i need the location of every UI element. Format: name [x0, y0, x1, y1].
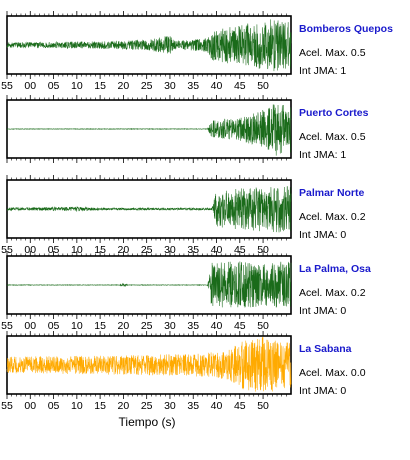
x-tick-labels: 55 00 05 10 15 20 25 30 35 40 45 50	[1, 80, 269, 92]
x-tick-label: 30	[164, 320, 176, 332]
panel-frame	[6, 15, 292, 75]
x-ticks	[6, 11, 287, 79]
x-tick-label: 20	[118, 80, 130, 92]
x-tick-labels: 55 00 05 10 15 20 25 30 35 40 45 50	[1, 320, 269, 332]
station-name: La Sabana	[299, 343, 352, 355]
panel-frame	[6, 179, 292, 239]
x-tick-label: 00	[24, 244, 36, 256]
x-tick-label: 25	[141, 320, 153, 332]
x-tick-label: 00	[24, 80, 36, 92]
x-tick-label: 10	[71, 400, 83, 412]
x-tick-label: 10	[71, 244, 83, 256]
int-jma-label: Int JMA: 0	[299, 305, 346, 317]
x-tick-label: 35	[187, 80, 199, 92]
x-tick-labels: 55 00 05 10 15 20 25 30 35 40 45 50	[1, 400, 269, 412]
x-tick-label: 25	[141, 244, 153, 256]
x-tick-label: 55	[1, 400, 13, 412]
x-tick-label: 45	[234, 244, 246, 256]
waveform-trace	[6, 186, 292, 233]
acel-max-label: Acel. Max. 0.5	[299, 47, 366, 59]
x-tick-label: 50	[257, 400, 269, 412]
x-tick-label: 20	[118, 320, 130, 332]
x-tick-label: 45	[234, 80, 246, 92]
int-jma-label: Int JMA: 1	[299, 149, 346, 161]
acel-max-label: Acel. Max. 0.2	[299, 287, 366, 299]
x-tick-label: 35	[187, 400, 199, 412]
x-tick-label: 15	[94, 80, 106, 92]
x-ticks	[6, 251, 287, 319]
x-ticks	[6, 175, 287, 243]
station-panel: Bomberos Quepos Acel. Max. 0.5 Int JMA: 1 5…	[1, 11, 393, 92]
int-jma-label: Int JMA: 1	[299, 65, 346, 77]
x-tick-label: 30	[164, 244, 176, 256]
station-name: La Palma, Osa	[299, 263, 371, 275]
x-tick-label: 50	[257, 244, 269, 256]
waveform-trace	[6, 104, 292, 156]
x-tick-label: 40	[211, 80, 223, 92]
x-tick-label: 35	[187, 320, 199, 332]
x-tick-label: 20	[118, 244, 130, 256]
x-tick-label: 05	[48, 320, 60, 332]
acel-max-label: Acel. Max. 0.2	[299, 211, 366, 223]
panel-frame	[6, 99, 292, 159]
station-name: Puerto Cortes	[299, 107, 369, 119]
x-tick-label: 45	[234, 320, 246, 332]
x-tick-label: 15	[94, 400, 106, 412]
x-tick-label: 55	[1, 80, 13, 92]
x-tick-label: 40	[211, 320, 223, 332]
x-tick-label: 00	[24, 320, 36, 332]
seismogram-panels: Bomberos Quepos Acel. Max. 0.5 Int JMA: 1 5…	[1, 11, 393, 412]
x-tick-label: 30	[164, 80, 176, 92]
x-tick-label: 05	[48, 80, 60, 92]
x-tick-label: 25	[141, 80, 153, 92]
x-tick-label: 05	[48, 400, 60, 412]
x-axis-title: Tiempo (s)	[119, 415, 176, 429]
x-tick-label: 45	[234, 400, 246, 412]
station-name: Palmar Norte	[299, 187, 365, 199]
waveform-trace	[6, 261, 292, 308]
x-tick-label: 50	[257, 80, 269, 92]
x-ticks	[6, 331, 287, 399]
x-tick-label: 15	[94, 320, 106, 332]
x-tick-label: 55	[1, 320, 13, 332]
x-tick-label: 55	[1, 244, 13, 256]
acel-max-label: Acel. Max. 0.0	[299, 367, 366, 379]
x-tick-label: 05	[48, 244, 60, 256]
x-tick-label: 40	[211, 400, 223, 412]
station-panel: La Sabana Acel. Max. 0.0 Int JMA: 0 55 00 05 1…	[1, 331, 366, 412]
x-tick-label: 10	[71, 80, 83, 92]
station-name: Bomberos Quepos	[299, 23, 393, 35]
x-ticks	[6, 95, 287, 163]
waveform-trace	[6, 19, 292, 72]
acel-max-label: Acel. Max. 0.5	[299, 131, 366, 143]
x-tick-label: 15	[94, 244, 106, 256]
x-tick-label: 00	[24, 400, 36, 412]
panel-frame	[6, 255, 292, 315]
x-tick-labels: 55 00 05 10 15 20 25 30 35 40 45 50	[1, 244, 269, 256]
station-panel: Palmar Norte Acel. Max. 0.2 Int JMA: 0 55 00…	[1, 175, 366, 256]
x-tick-label: 30	[164, 400, 176, 412]
x-tick-label: 40	[211, 244, 223, 256]
int-jma-label: Int JMA: 0	[299, 229, 346, 241]
station-panel: La Palma, Osa Acel. Max. 0.2 Int JMA: 0 55 0…	[1, 251, 371, 332]
x-tick-label: 50	[257, 320, 269, 332]
station-panel: Puerto Cortes Acel. Max. 0.5 Int JMA: 1	[6, 95, 369, 163]
int-jma-label: Int JMA: 0	[299, 385, 346, 397]
waveform-trace	[6, 336, 292, 392]
x-tick-label: 10	[71, 320, 83, 332]
x-tick-label: 20	[118, 400, 130, 412]
x-tick-label: 25	[141, 400, 153, 412]
x-tick-label: 35	[187, 244, 199, 256]
